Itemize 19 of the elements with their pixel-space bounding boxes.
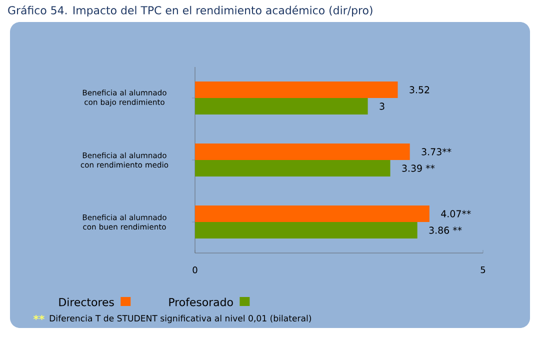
data-label: 3.86 ** [429,226,462,234]
text: ** [33,314,44,320]
bar [195,144,410,160]
chart-title: Gráfico 54. Impacto del TPC en el rendimiento académico (dir/pro) [8,5,372,17]
data-label: 3.73** [422,148,452,156]
bar [195,98,368,115]
bar [195,160,390,176]
bar [195,222,418,238]
data-label: 3.39 ** [402,164,435,172]
bar [195,82,398,98]
legend-label: Directores [59,298,114,306]
x-tick-label: 5 [480,266,486,274]
data-label: 3 [380,102,384,110]
x-tick-label: 0 [192,266,198,274]
bar [195,206,430,222]
text: Diferencia T de STUDENT significativa al nivel 0,01 (bilateral) [50,314,312,324]
data-label: 3.52 [410,86,430,94]
data-label: 4.07** [441,210,471,218]
legend-label: Profesorado [169,298,233,306]
